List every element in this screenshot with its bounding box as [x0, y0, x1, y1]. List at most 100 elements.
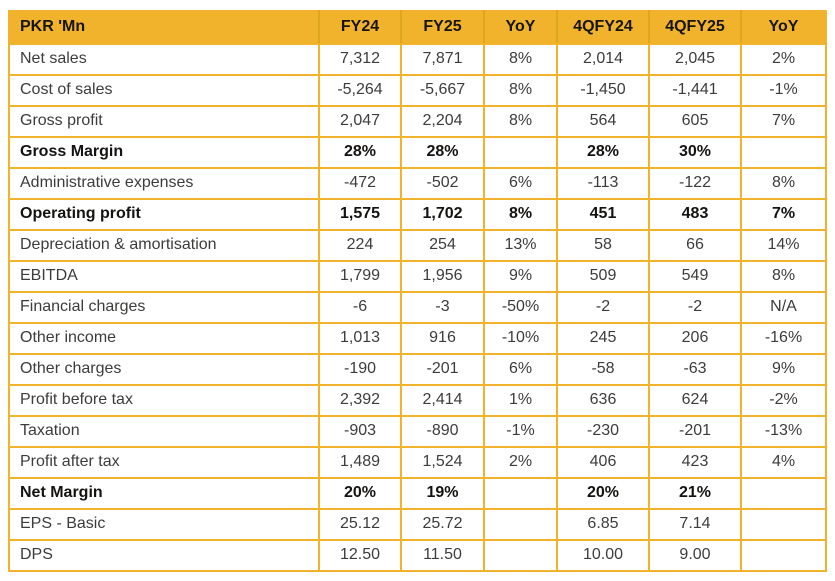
value-cell: -58 [556, 353, 650, 386]
value-cell: -10% [483, 322, 558, 355]
value-cell: -3 [400, 291, 485, 324]
value-cell: 1,524 [400, 446, 485, 479]
value-cell: 245 [556, 322, 650, 355]
value-cell: 564 [556, 105, 650, 138]
value-cell [740, 508, 827, 541]
value-cell: 20% [318, 477, 402, 510]
value-cell: 6.85 [556, 508, 650, 541]
table-row: Profit before tax 2,392 2,414 1% 636 624 -2% [8, 384, 827, 417]
column-header: FY24 [318, 10, 402, 45]
value-cell: 451 [556, 198, 650, 231]
value-cell [740, 136, 827, 169]
value-cell: 224 [318, 229, 402, 262]
value-cell: -50% [483, 291, 558, 324]
table-row: Financial charges -6 -3 -50% -2 -2 N/A [8, 291, 827, 324]
value-cell: 1,702 [400, 198, 485, 231]
column-header: FY25 [400, 10, 485, 45]
value-cell [483, 136, 558, 169]
value-cell: -201 [648, 415, 742, 448]
column-header: YoY [740, 10, 827, 45]
value-cell: 423 [648, 446, 742, 479]
value-cell: -13% [740, 415, 827, 448]
table-row: Other income 1,013 916 -10% 245 206 -16% [8, 322, 827, 355]
table-row: EPS - Basic 25.12 25.72 6.85 7.14 [8, 508, 827, 541]
value-cell: 2,045 [648, 43, 742, 76]
row-label: Gross Margin [8, 136, 320, 169]
value-cell: -472 [318, 167, 402, 200]
value-cell: 2,392 [318, 384, 402, 417]
value-cell: 7% [740, 105, 827, 138]
value-cell: 58 [556, 229, 650, 262]
value-cell: 20% [556, 477, 650, 510]
row-label: Cost of sales [8, 74, 320, 107]
value-cell: -201 [400, 353, 485, 386]
row-label: EPS - Basic [8, 508, 320, 541]
value-cell: -890 [400, 415, 485, 448]
value-cell: 549 [648, 260, 742, 293]
value-cell: 605 [648, 105, 742, 138]
value-cell: 12.50 [318, 539, 402, 572]
value-cell: 11.50 [400, 539, 485, 572]
row-label: DPS [8, 539, 320, 572]
value-cell: 2,204 [400, 105, 485, 138]
table-row: Net Margin 20% 19% 20% 21% [8, 477, 827, 510]
value-cell [740, 477, 827, 510]
value-cell: 916 [400, 322, 485, 355]
value-cell: 21% [648, 477, 742, 510]
value-cell: 406 [556, 446, 650, 479]
value-cell: 2% [483, 446, 558, 479]
value-cell: 25.12 [318, 508, 402, 541]
value-cell: 483 [648, 198, 742, 231]
value-cell: 9.00 [648, 539, 742, 572]
value-cell [483, 539, 558, 572]
row-label: Administrative expenses [8, 167, 320, 200]
table-row: Other charges -190 -201 6% -58 -63 9% [8, 353, 827, 386]
value-cell: 19% [400, 477, 485, 510]
financial-results-table-container: PKR 'Mn FY24 FY25 YoY 4QFY24 4QFY25 YoY Net sa… [8, 10, 827, 572]
column-header: 4QFY24 [556, 10, 650, 45]
value-cell: -903 [318, 415, 402, 448]
value-cell: 28% [318, 136, 402, 169]
table-title-cell: PKR 'Mn [8, 10, 320, 45]
value-cell: 8% [483, 105, 558, 138]
row-label: Taxation [8, 415, 320, 448]
value-cell: 4% [740, 446, 827, 479]
value-cell: 206 [648, 322, 742, 355]
value-cell: 1,489 [318, 446, 402, 479]
value-cell: -502 [400, 167, 485, 200]
value-cell: 624 [648, 384, 742, 417]
value-cell: 1% [483, 384, 558, 417]
value-cell: -16% [740, 322, 827, 355]
row-label: Financial charges [8, 291, 320, 324]
value-cell: 7.14 [648, 508, 742, 541]
header-row: PKR 'Mn FY24 FY25 YoY 4QFY24 4QFY25 YoY [8, 10, 827, 45]
table-row: Profit after tax 1,489 1,524 2% 406 423 4% [8, 446, 827, 479]
table-row: Administrative expenses -472 -502 6% -113 -12… [8, 167, 827, 200]
value-cell [483, 477, 558, 510]
value-cell: 1,956 [400, 260, 485, 293]
value-cell: 636 [556, 384, 650, 417]
value-cell: -2 [648, 291, 742, 324]
table-row: Gross Margin 28% 28% 28% 30% [8, 136, 827, 169]
value-cell: -2 [556, 291, 650, 324]
value-cell: 30% [648, 136, 742, 169]
value-cell: 28% [400, 136, 485, 169]
row-label: Profit before tax [8, 384, 320, 417]
value-cell: 7,312 [318, 43, 402, 76]
table-row: Operating profit 1,575 1,702 8% 451 483 7% [8, 198, 827, 231]
value-cell: 66 [648, 229, 742, 262]
value-cell: 7,871 [400, 43, 485, 76]
value-cell: 6% [483, 167, 558, 200]
value-cell: -1% [740, 74, 827, 107]
table-row: DPS 12.50 11.50 10.00 9.00 [8, 539, 827, 572]
value-cell: 2,014 [556, 43, 650, 76]
table-row: Cost of sales -5,264 -5,667 8% -1,450 -1,441-… [8, 74, 827, 107]
table-row: Depreciation & amortisation 224 254 13% 58 66… [8, 229, 827, 262]
value-cell: -6 [318, 291, 402, 324]
value-cell: 28% [556, 136, 650, 169]
value-cell: -5,667 [400, 74, 485, 107]
value-cell: -190 [318, 353, 402, 386]
row-label: Profit after tax [8, 446, 320, 479]
column-header: YoY [483, 10, 558, 45]
value-cell: 8% [483, 74, 558, 107]
